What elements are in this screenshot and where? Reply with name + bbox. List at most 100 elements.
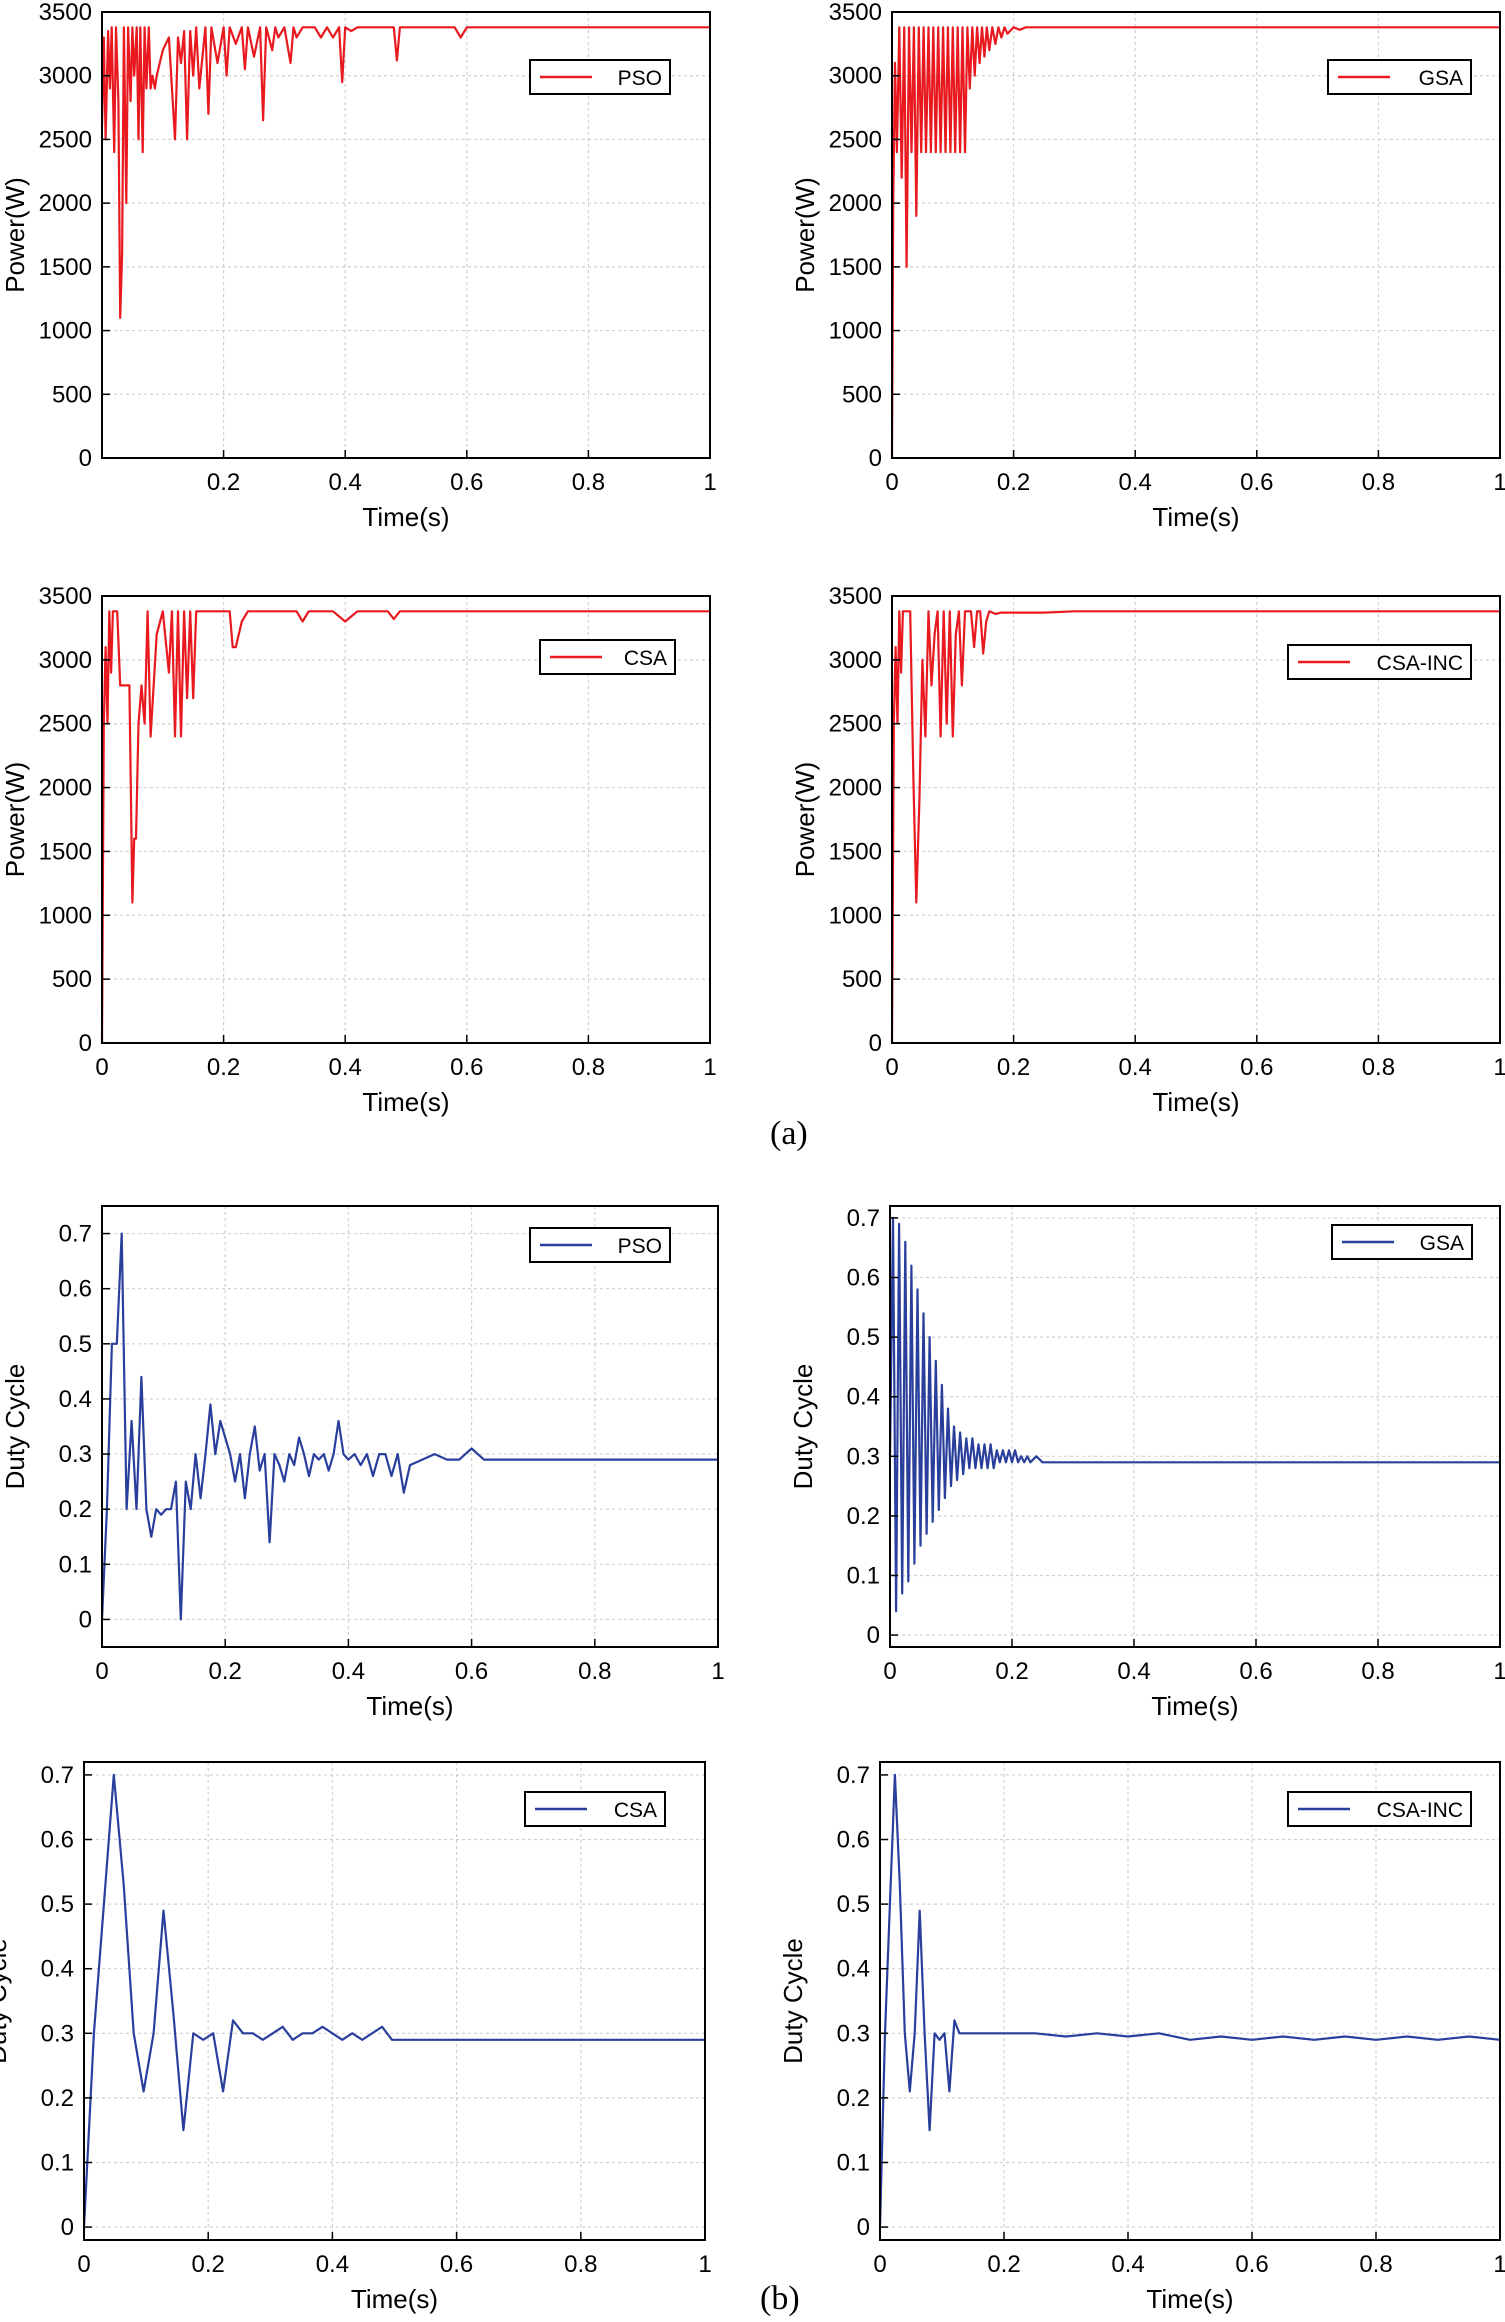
y-tick-label: 3500 [829, 583, 882, 610]
x-tick-label: 0.4 [316, 2251, 349, 2278]
series-line-csa-inc [890, 610, 1500, 1044]
y-tick-label: 500 [52, 966, 92, 993]
y-tick-label: 0 [79, 445, 92, 472]
y-tick-label: 0.3 [847, 1443, 880, 1470]
series-line-csa-inc [878, 1773, 1501, 2228]
y-tick-label: 1500 [39, 838, 92, 865]
y-tick-label: 0.5 [41, 1891, 74, 1918]
series-line-pso [100, 1232, 718, 1621]
y-tick-label: 2500 [829, 126, 882, 153]
x-tick-label: 1 [1493, 1658, 1505, 1685]
x-tick-label: 1 [1493, 1054, 1505, 1081]
y-tick-label: 0 [857, 2214, 870, 2241]
axes-frame [891, 11, 1501, 459]
y-tick-label: 2000 [39, 775, 92, 802]
x-tick-label: 0.2 [995, 1658, 1028, 1685]
legend-label: PSO [618, 67, 662, 90]
series-line-pso [100, 26, 710, 319]
y-tick-label: 3500 [829, 0, 882, 26]
series-line-gsa [890, 26, 1500, 459]
y-tick-label: 0 [869, 445, 882, 472]
y-axis-label: Duty Cycle [0, 1938, 12, 2064]
x-tick-label: 0.4 [1119, 469, 1152, 496]
x-tick-label: 0 [95, 1658, 108, 1685]
x-tick-label: 0.2 [997, 469, 1030, 496]
x-tick-label: 0.2 [207, 469, 240, 496]
y-axis-label: Power(W) [790, 177, 820, 293]
x-tick-label: 0.6 [1240, 469, 1273, 496]
y-axis-label: Duty Cycle [0, 1364, 30, 1490]
chart-duty-gsa: 0 0.2 0.4 0.6 0.8 1 0 0.1 0.2 0.3 0.4 0.5 0.6 0.7 Time… [788, 1205, 1505, 1721]
y-tick-label: 3000 [829, 63, 882, 90]
y-tick-label: 0 [61, 2214, 74, 2241]
x-tick-label: 1 [698, 2251, 711, 2278]
y-tick-label: 2500 [39, 126, 92, 153]
x-tick-label: 0.8 [572, 469, 605, 496]
y-tick-label: 0.3 [59, 1441, 92, 1468]
x-tick-label: 0.6 [450, 469, 483, 496]
x-tick-label: 0.8 [572, 1054, 605, 1081]
x-tick-label: 0.6 [450, 1054, 483, 1081]
y-tick-label: 0 [79, 1030, 92, 1057]
x-tick-label: 1 [703, 1054, 716, 1081]
y-tick-label: 1000 [39, 318, 92, 345]
y-tick-label: 0.6 [59, 1276, 92, 1303]
y-tick-label: 0 [79, 1606, 92, 1633]
y-tick-label: 0.7 [847, 1205, 880, 1232]
x-tick-label: 1 [703, 469, 716, 496]
plot-area [890, 1206, 1500, 1647]
x-tick-label: 0.2 [209, 1658, 242, 1685]
y-tick-label: 0.4 [837, 1956, 870, 1983]
y-tick-label: 1000 [829, 318, 882, 345]
y-tick-label: 2000 [829, 190, 882, 217]
y-tick-label: 0.1 [847, 1562, 880, 1589]
x-tick-label: 0.8 [578, 1658, 611, 1685]
x-tick-label: 0.6 [1235, 2251, 1268, 2278]
x-tick-label: 0.8 [1359, 2251, 1392, 2278]
x-tick-label: 0 [883, 1658, 896, 1685]
x-tick-label: 0.4 [332, 1658, 365, 1685]
y-tick-label: 0.3 [837, 2020, 870, 2047]
legend-label: CSA [614, 1799, 657, 1822]
y-tick-label: 1000 [829, 902, 882, 929]
y-tick-label: 0.6 [41, 1827, 74, 1854]
y-tick-label: 1500 [829, 254, 882, 281]
axes-frame [101, 11, 711, 459]
x-tick-label: 0.2 [997, 1054, 1030, 1081]
y-tick-label: 0.7 [59, 1221, 92, 1248]
legend-label: GSA [1419, 67, 1463, 90]
y-tick-label: 1500 [39, 254, 92, 281]
x-tick-label: 0 [95, 1054, 108, 1081]
y-tick-label: 0.4 [41, 1956, 74, 1983]
x-axis-label: Time(s) [351, 2284, 438, 2314]
x-tick-label: 0.8 [1362, 1054, 1395, 1081]
legend-label: CSA [624, 647, 667, 670]
y-tick-label: 0.5 [837, 1891, 870, 1918]
y-tick-label: 0.3 [41, 2020, 74, 2047]
plot-area [84, 1762, 705, 2240]
x-tick-label: 0 [885, 469, 898, 496]
x-tick-label: 0.4 [1117, 1658, 1150, 1685]
y-tick-label: 3000 [829, 647, 882, 674]
y-axis-label: Duty Cycle [778, 1938, 808, 2064]
x-tick-label: 0.2 [192, 2251, 225, 2278]
axes-frame [891, 595, 1501, 1044]
x-tick-label: 0 [77, 2251, 90, 2278]
chart-power-gsa: 0 0.2 0.4 0.6 0.8 1 0 500 1000 1500 2000 2500 3000 35… [790, 0, 1505, 532]
x-axis-label: Time(s) [1152, 502, 1239, 532]
legend-label: CSA-INC [1377, 652, 1463, 675]
legend-label: PSO [618, 1235, 662, 1258]
axes-frame [101, 1205, 719, 1648]
chart-power-csa-inc: 0 0.2 0.4 0.6 0.8 1 0 500 1000 1500 2000 2500 3000 35… [790, 583, 1505, 1117]
x-tick-label: 0 [873, 2251, 886, 2278]
x-axis-label: Time(s) [1151, 1691, 1238, 1721]
legend-label: GSA [1420, 1232, 1464, 1255]
chart-power-csa: 0 0.2 0.4 0.6 0.8 1 0 500 1000 1500 2000 2500 3000 35… [0, 583, 717, 1117]
y-axis-label: Power(W) [0, 177, 30, 293]
legend-label: CSA-INC [1377, 1799, 1463, 1822]
y-tick-label: 500 [52, 381, 92, 408]
y-tick-label: 0 [869, 1030, 882, 1057]
y-axis-label: Power(W) [0, 762, 30, 878]
y-tick-label: 0.7 [837, 1762, 870, 1789]
